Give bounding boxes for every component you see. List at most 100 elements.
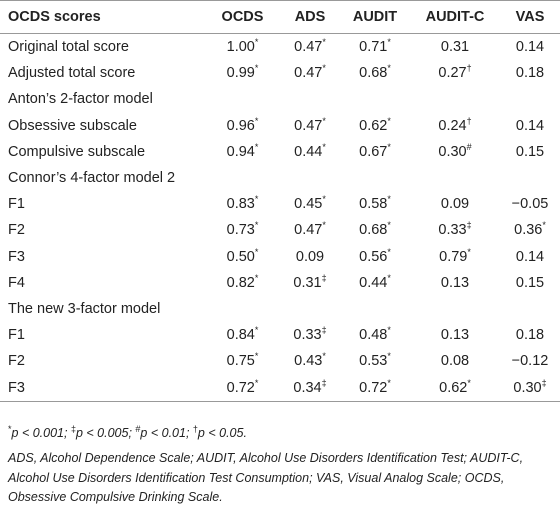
cell-value: 0.34 (293, 379, 322, 396)
cell: 0.75* (205, 348, 280, 374)
significance-mark: * (387, 351, 391, 362)
significance-mark: * (254, 220, 259, 231)
cell: 0.13 (440, 274, 470, 291)
cell: 0.68* (340, 217, 410, 243)
significance-mark: † (466, 63, 472, 74)
data-row: F3 0.72* 0.34‡ 0.72* 0.62* 0.30‡ (0, 374, 560, 401)
cell: 0.73* (205, 217, 280, 243)
cell-value: 0.45 (294, 196, 323, 213)
cell: 0.31‡ (280, 270, 340, 296)
cell-value: 0.36 (514, 222, 543, 239)
row-label: F4 (8, 274, 25, 291)
column-header: OCDS (205, 0, 280, 34)
significance-mark: † (192, 423, 198, 434)
data-row: Original total score 1.00* 0.47* 0.71* 0.31 0… (0, 34, 560, 61)
cell: 1.00* (205, 34, 280, 61)
cell-value: 0.47 (294, 117, 323, 134)
cell-value: 0.27 (438, 65, 467, 82)
cell: 0.84* (205, 322, 280, 348)
row-label: F2 (8, 222, 25, 239)
data-row: Obsessive subscale 0.96* 0.47* 0.62* 0.24† 0.… (0, 113, 560, 139)
significance-mark: * (387, 63, 391, 74)
data-row: F2 0.75* 0.43* 0.53* 0.08 −0.12 (0, 348, 560, 374)
column-header: AUDIT-C (410, 0, 500, 34)
cell: 0.31 (440, 39, 470, 56)
cell-value: 0.53 (359, 353, 388, 370)
significance-mark: ‡ (70, 423, 76, 434)
header-row: OCDS scores OCDS ADS AUDIT AUDIT-C VAS (0, 0, 560, 34)
column-header: ADS (280, 0, 340, 34)
cell-value: 0.62 (439, 379, 468, 396)
cell: 0.72* (340, 374, 410, 401)
cell-value: 0.30 (513, 379, 542, 396)
abbreviation-note: ADS, Alcohol Dependence Scale; AUDIT, Al… (8, 451, 524, 505)
cell: 0.79* (410, 244, 500, 270)
row-label: F3 (8, 379, 25, 396)
cell: 0.48* (340, 322, 410, 348)
data-row: Adjusted total score 0.99* 0.47* 0.68* 0.27†… (0, 60, 560, 86)
data-row: F2 0.73* 0.47* 0.68* 0.33‡ 0.36* (0, 217, 560, 243)
significance-mark: * (254, 272, 259, 283)
cell-value: 0.83 (226, 196, 255, 213)
footnotes: *p < 0.001; ‡p < 0.005; #p < 0.01; †p < … (0, 402, 560, 508)
cell: 0.96* (205, 113, 280, 139)
significance-mark: * (322, 220, 326, 231)
significance-mark: * (254, 246, 259, 257)
cell: 0.47* (280, 113, 340, 139)
cell-value: 0.47 (294, 65, 323, 82)
section-row: The new 3-factor model (0, 296, 560, 322)
cell-value: 0.72 (226, 379, 255, 396)
significance-mark: * (387, 37, 391, 48)
section-row: Anton’s 2-factor model (0, 86, 560, 112)
cell: 0.47* (280, 217, 340, 243)
cell: 0.30‡ (500, 374, 560, 401)
significance-mark: ‡ (321, 377, 327, 388)
cell: 0.09 (440, 196, 470, 213)
column-header: VAS (500, 0, 560, 34)
significance-text: p < 0.001; (11, 425, 68, 440)
column-header: AUDIT (340, 0, 410, 34)
significance-mark: * (254, 351, 259, 362)
row-label: Compulsive subscale (8, 143, 146, 160)
cell: 0.94* (205, 139, 280, 165)
significance-mark: * (387, 142, 391, 153)
significance-mark: * (254, 377, 259, 388)
section-row: Connor’s 4-factor model 2 (0, 165, 560, 191)
cell: 0.50* (205, 244, 280, 270)
significance-mark: * (322, 63, 326, 74)
cell-value: 0.31 (293, 274, 322, 291)
significance-mark: * (387, 246, 391, 257)
significance-mark: ‡ (541, 377, 547, 388)
row-label: Adjusted total score (8, 65, 136, 82)
cell: 0.33‡ (280, 322, 340, 348)
cell-value: 0.43 (294, 353, 323, 370)
cell-value: 0.33 (293, 327, 322, 344)
significance-mark: † (466, 115, 472, 126)
significance-mark: # (135, 423, 141, 434)
significance-mark: ‡ (321, 272, 327, 283)
cell: 0.82* (205, 270, 280, 296)
cell: 0.47* (280, 60, 340, 86)
cell: 0.58* (340, 191, 410, 217)
cell: 0.14 (515, 39, 545, 56)
row-label: Original total score (8, 39, 129, 56)
cell: 0.67* (340, 139, 410, 165)
significance-text: p < 0.05. (197, 425, 247, 440)
row-label: F2 (8, 353, 25, 370)
significance-mark: * (387, 325, 391, 336)
significance-mark: * (322, 351, 326, 362)
cell: 0.71* (340, 34, 410, 61)
cell: 0.68* (340, 60, 410, 86)
cell-value: 0.44 (359, 274, 388, 291)
cell: 0.24† (410, 113, 500, 139)
cell-value: 0.99 (226, 65, 255, 82)
cell-value: 0.48 (359, 327, 388, 344)
cell: −0.05 (511, 196, 549, 213)
significance-mark: * (322, 115, 326, 126)
significance-mark: * (387, 194, 391, 205)
cell-value: 0.67 (359, 143, 388, 160)
cell-value: 0.94 (226, 143, 255, 160)
cell-value: 0.33 (438, 222, 467, 239)
significance-note: *p < 0.001; ‡p < 0.005; #p < 0.01; †p < … (8, 424, 552, 444)
